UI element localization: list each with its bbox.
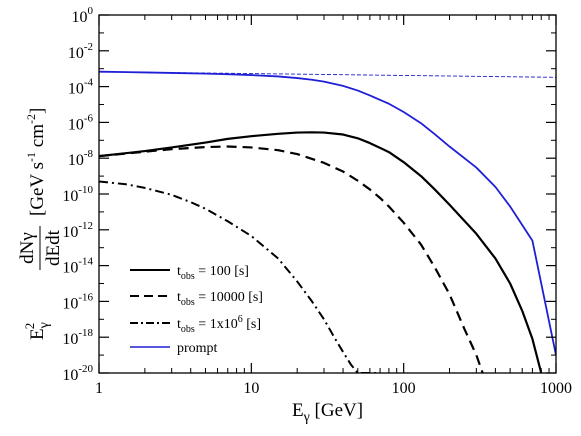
y-tick-label: 100 bbox=[72, 5, 94, 26]
y-tick-label: 10-18 bbox=[62, 327, 93, 348]
y-tick-label: 10-2 bbox=[68, 41, 93, 62]
y-tick-label: 10-4 bbox=[68, 77, 94, 98]
x-tick-label: 100 bbox=[392, 380, 416, 397]
ticks-layer bbox=[98, 14, 557, 374]
legend-label-tobs-10000: tobs = 10000 [s] bbox=[177, 290, 263, 308]
y-tick-label: 10-16 bbox=[62, 291, 93, 312]
legend-label-prompt: prompt bbox=[177, 341, 218, 356]
y-tick-label: 10-8 bbox=[68, 148, 94, 169]
x-tick-label: 1 bbox=[95, 380, 103, 397]
y-tick-label: 10-10 bbox=[62, 184, 93, 205]
x-axis-title: Eγ [GeV] bbox=[292, 400, 363, 425]
svg-text:dEdt: dEdt bbox=[43, 229, 64, 266]
y-tick-label: 10-12 bbox=[62, 220, 93, 241]
legend-label-tobs-1e6: tobs = 1x106 [s] bbox=[177, 314, 261, 335]
series-line-2 bbox=[99, 180, 381, 373]
legend-label-tobs-100: tobs = 100 [s] bbox=[177, 264, 249, 282]
y-tick-label: 10-14 bbox=[62, 256, 93, 277]
x-tick-label: 10 bbox=[243, 380, 259, 397]
svg-text:Eγ2: Eγ2 bbox=[22, 322, 52, 340]
legend: tobs = 100 [s] tobs = 10000 [s] tobs = 1… bbox=[130, 264, 263, 356]
series-line-4 bbox=[99, 71, 556, 78]
y-axis-title: Eγ2 dNγ dEdt [GeV s-1 cm-2] bbox=[17, 108, 64, 340]
x-tick-label: 1000 bbox=[540, 380, 572, 397]
series-layer bbox=[99, 70, 556, 373]
series-line-1 bbox=[99, 145, 484, 373]
y-tick-label: 10-20 bbox=[62, 363, 93, 384]
series-line-3 bbox=[99, 70, 556, 356]
svg-text:dNγ: dNγ bbox=[17, 232, 38, 264]
svg-text:[GeV s-1 cm-2]: [GeV s-1 cm-2] bbox=[24, 108, 48, 216]
y-tick-label: 10-6 bbox=[68, 112, 94, 133]
series-line-0 bbox=[99, 131, 543, 373]
tick-labels-layer: 1 10 100 1000 100 10-2 10-4 10-6 10-8 10-10 10-12 1… bbox=[62, 5, 572, 397]
